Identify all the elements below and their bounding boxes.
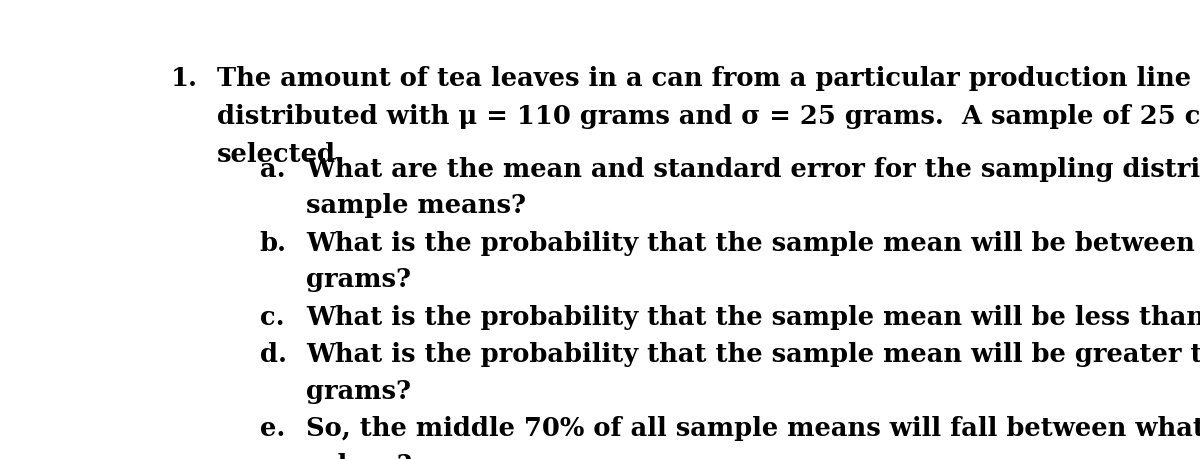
Text: distributed with μ = 110 grams and σ = 25 grams.  A sample of 25 cans is to be: distributed with μ = 110 grams and σ = 2…	[217, 104, 1200, 129]
Text: sample means?: sample means?	[306, 193, 527, 218]
Text: d.: d.	[259, 341, 287, 366]
Text: grams?: grams?	[306, 266, 412, 291]
Text: What are the mean and standard error for the sampling distribution of: What are the mean and standard error for…	[306, 156, 1200, 181]
Text: values?: values?	[306, 452, 412, 459]
Text: c.: c.	[259, 304, 284, 329]
Text: b.: b.	[259, 230, 287, 255]
Text: The amount of tea leaves in a can from a particular production line is normally: The amount of tea leaves in a can from a…	[217, 66, 1200, 90]
Text: a.: a.	[259, 156, 286, 181]
Text: What is the probability that the sample mean will be less than 100 grams?: What is the probability that the sample …	[306, 304, 1200, 329]
Text: What is the probability that the sample mean will be greater than 100: What is the probability that the sample …	[306, 341, 1200, 366]
Text: selected.: selected.	[217, 142, 344, 167]
Text: e.: e.	[259, 415, 286, 440]
Text: So, the middle 70% of all sample means will fall between what two: So, the middle 70% of all sample means w…	[306, 415, 1200, 440]
Text: What is the probability that the sample mean will be between 100 and 120: What is the probability that the sample …	[306, 230, 1200, 255]
Text: grams?: grams?	[306, 378, 412, 403]
Text: 1.: 1.	[170, 66, 198, 90]
